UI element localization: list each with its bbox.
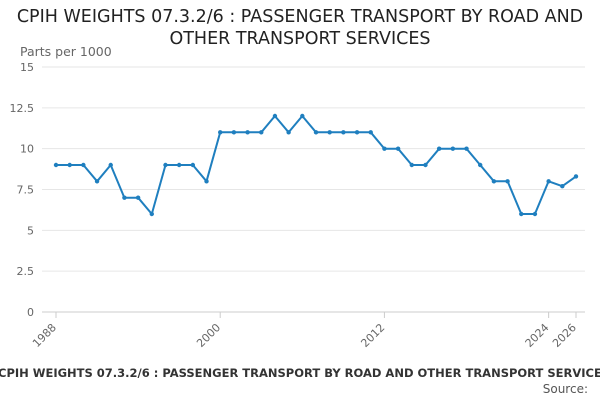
data-point [53, 162, 59, 168]
x-tick-label: 1988 [30, 321, 59, 350]
y-axis-ticks: 0 2.5 5 7.5 10 12.5 15 [10, 61, 35, 319]
data-point [341, 130, 346, 135]
data-point [436, 146, 442, 151]
x-tick-label: 2024 [523, 321, 552, 350]
data-point [382, 146, 387, 151]
data-point [546, 179, 551, 184]
data-point [231, 130, 237, 135]
data-point [149, 211, 154, 217]
data-point [218, 130, 223, 135]
data-point [81, 162, 86, 168]
y-tick-label: 0 [27, 306, 34, 319]
data-point [190, 162, 196, 168]
data-point [478, 162, 483, 168]
data-point [327, 130, 332, 135]
data-point [135, 195, 141, 200]
data-point [505, 179, 510, 184]
series-group [53, 113, 579, 217]
data-point [176, 162, 182, 168]
y-tick-label: 10 [20, 143, 34, 156]
data-point [409, 162, 414, 168]
data-point [573, 174, 579, 179]
data-point [354, 130, 360, 135]
x-tick-label: 2026 [550, 321, 579, 350]
data-point [313, 130, 319, 135]
data-point [450, 146, 456, 151]
grid-lines [42, 66, 585, 313]
chart-title: CPIH WEIGHTS 07.3.2/6 : PASSENGER TRANSP… [16, 7, 584, 49]
data-point [368, 130, 373, 135]
data-point [560, 184, 565, 189]
data-point [163, 162, 168, 168]
source-label: Source: [542, 382, 588, 396]
data-point [286, 130, 291, 135]
y-tick-label: 7.5 [17, 184, 35, 197]
data-point [272, 113, 278, 119]
data-point [204, 179, 209, 184]
data-point [94, 179, 100, 184]
data-point [259, 130, 264, 135]
data-point [532, 211, 538, 217]
data-point [491, 179, 497, 184]
data-point [519, 211, 524, 217]
data-point [300, 113, 305, 119]
y-tick-label: 5 [27, 224, 34, 237]
data-point [395, 146, 401, 151]
y-tick-label: 15 [20, 61, 34, 74]
data-point [108, 162, 113, 168]
y-tick-label: 2.5 [17, 265, 35, 278]
data-point [122, 195, 127, 200]
data-point [245, 130, 250, 135]
y-tick-label: 12.5 [10, 102, 35, 115]
data-point [67, 162, 72, 168]
x-tick-label: 2000 [194, 321, 223, 350]
y-axis-label: Parts per 1000 [20, 44, 112, 59]
data-point [423, 162, 428, 168]
footer-title: CPIH WEIGHTS 07.3.2/6 : PASSENGER TRANSP… [0, 366, 600, 380]
data-point [464, 146, 469, 151]
x-tick-label: 2012 [358, 321, 387, 350]
